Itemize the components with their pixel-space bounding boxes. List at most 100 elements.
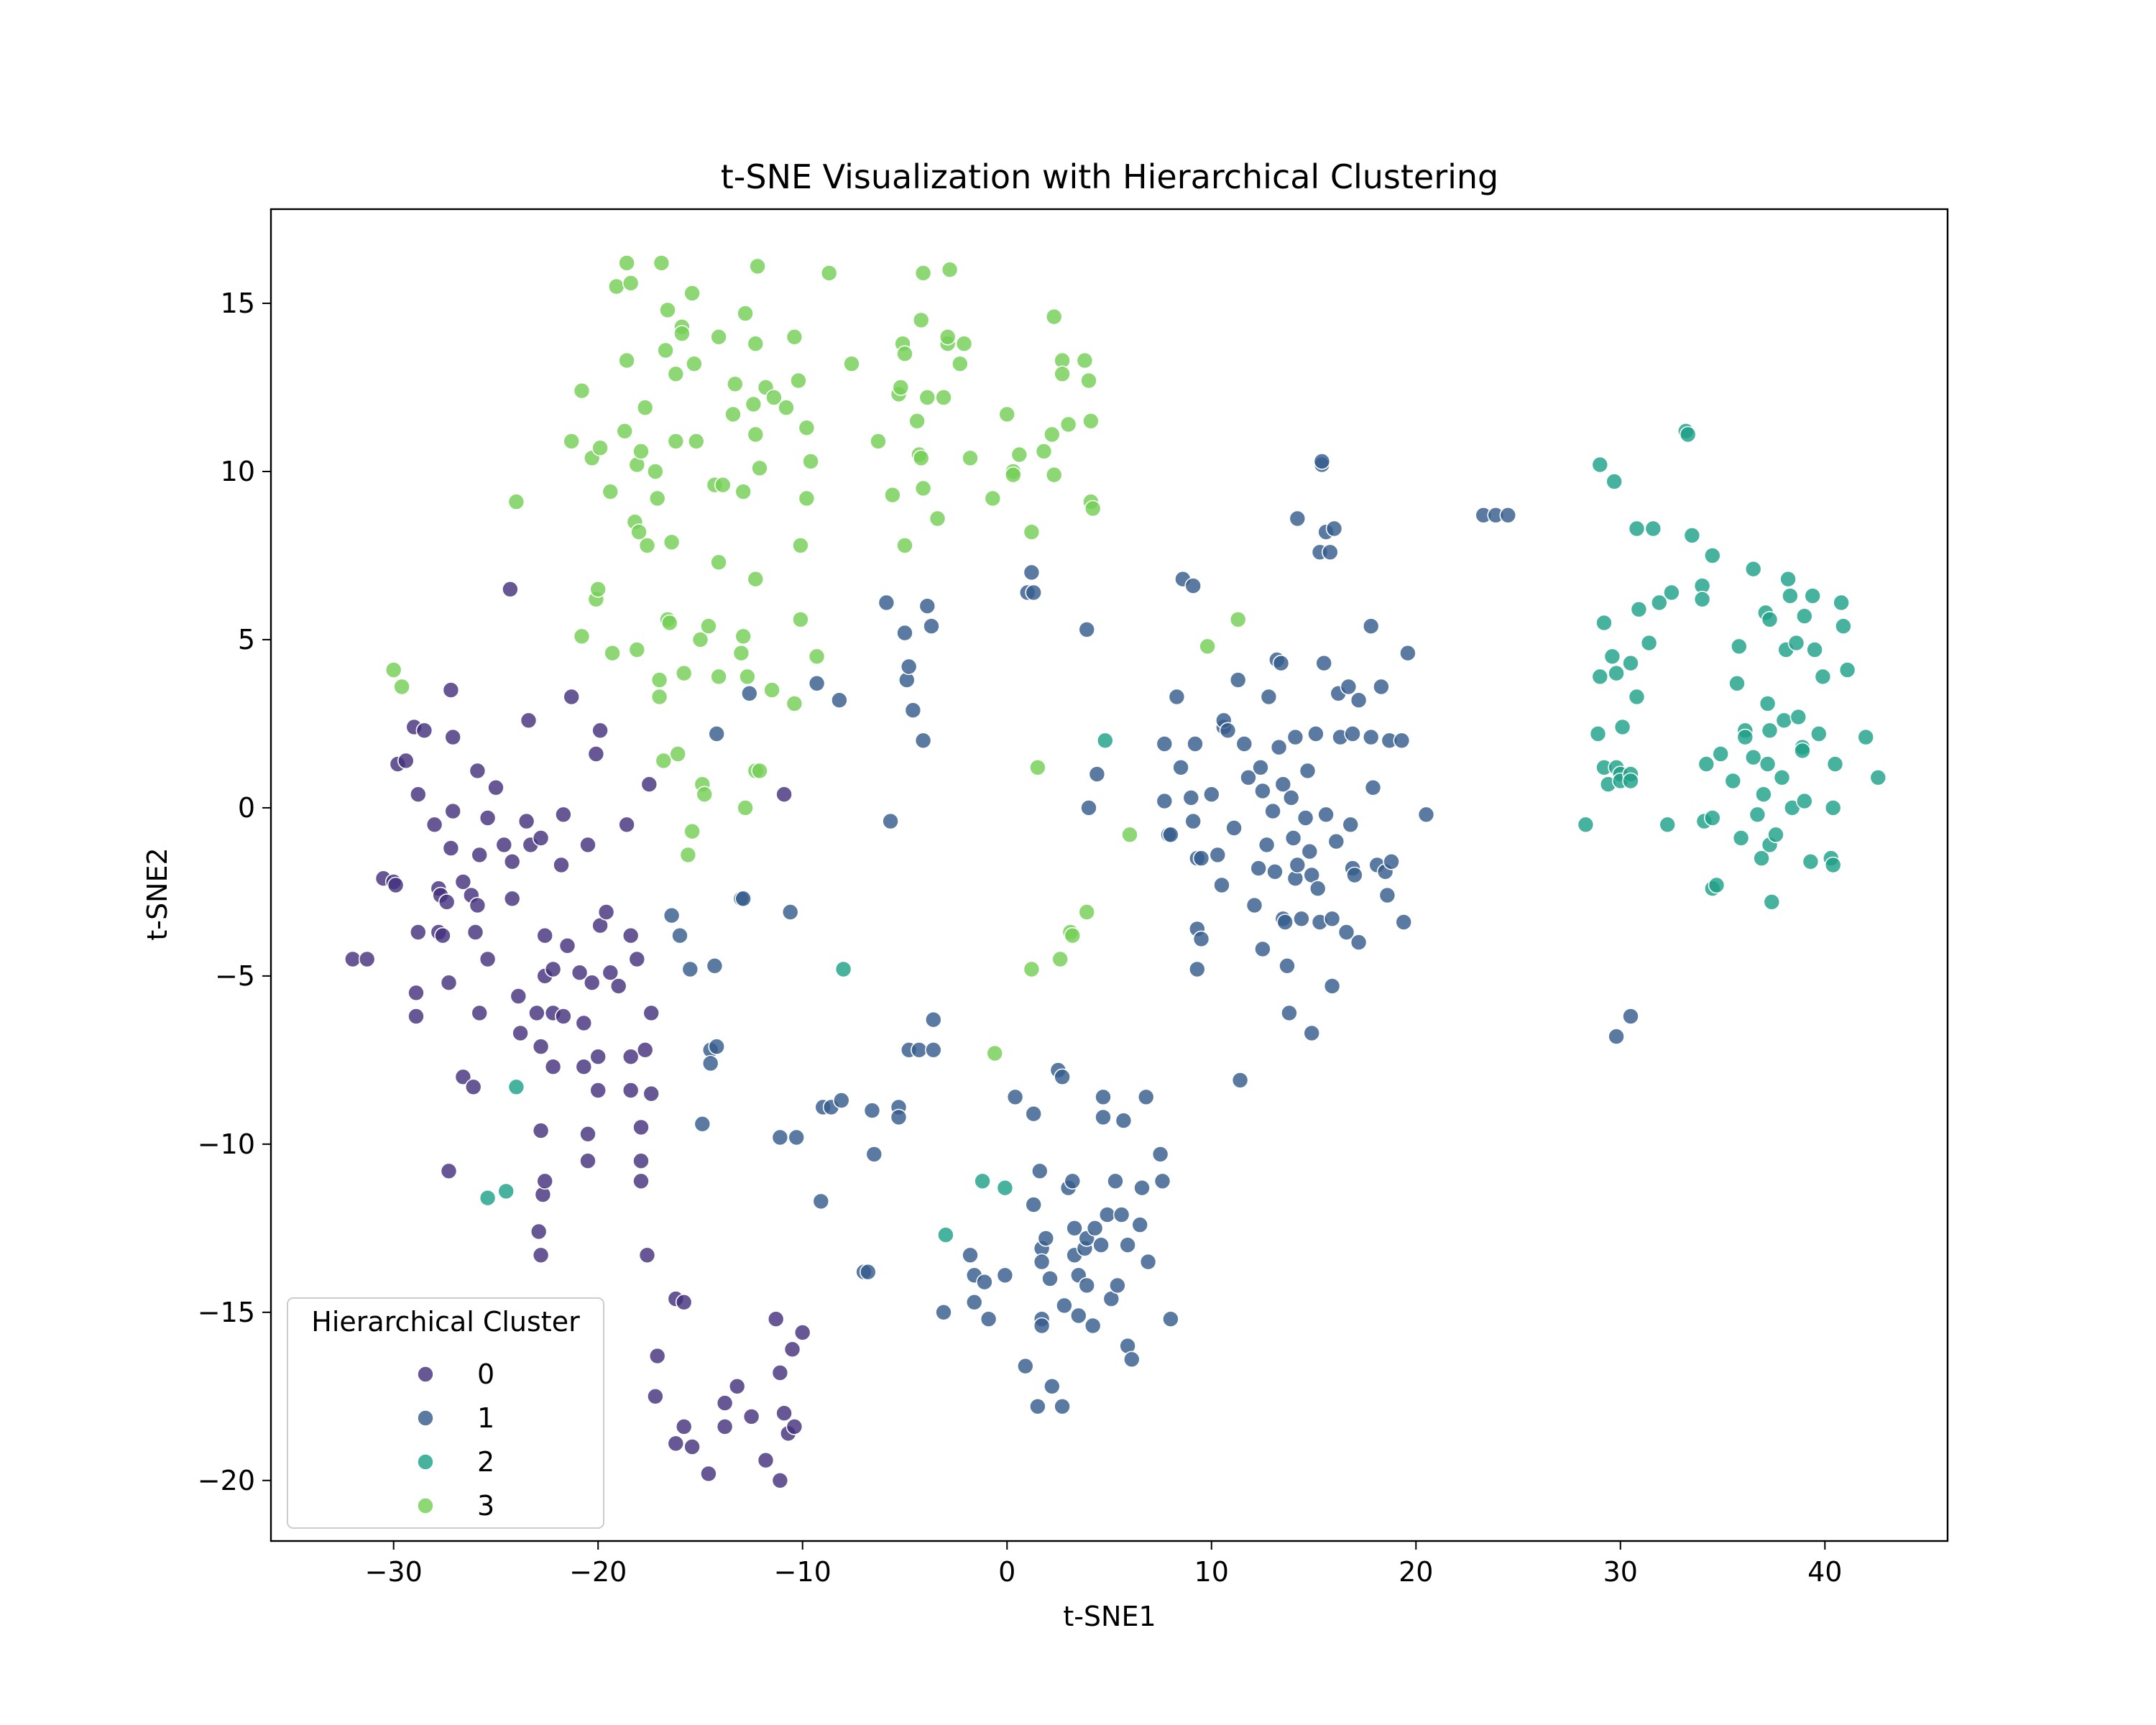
point-cluster-3 bbox=[700, 617, 717, 635]
point-cluster-1 bbox=[1107, 1172, 1124, 1190]
point-cluster-1 bbox=[1156, 792, 1174, 810]
point-cluster-0 bbox=[503, 890, 521, 908]
point-cluster-3 bbox=[1029, 759, 1046, 776]
point-cluster-0 bbox=[775, 786, 793, 803]
point-cluster-1 bbox=[1254, 782, 1271, 800]
point-cluster-1 bbox=[1250, 860, 1267, 877]
point-cluster-3 bbox=[908, 412, 926, 430]
point-cluster-3 bbox=[962, 449, 979, 467]
point-cluster-2 bbox=[1826, 755, 1844, 773]
point-cluster-2 bbox=[1663, 584, 1680, 602]
point-cluster-3 bbox=[724, 405, 742, 423]
point-cluster-2 bbox=[1779, 570, 1797, 588]
point-cluster-3 bbox=[986, 1044, 1003, 1062]
point-cluster-0 bbox=[786, 1418, 803, 1435]
legend-title: Hierarchical Cluster bbox=[311, 1306, 580, 1338]
point-cluster-2 bbox=[1591, 668, 1609, 686]
point-cluster-1 bbox=[1342, 816, 1359, 834]
point-cluster-3 bbox=[1054, 365, 1071, 383]
point-cluster-2 bbox=[1824, 856, 1842, 874]
point-cluster-1 bbox=[1289, 510, 1307, 528]
point-cluster-0 bbox=[640, 776, 658, 793]
point-cluster-1 bbox=[1323, 978, 1341, 995]
y-tick-label: 5 bbox=[238, 624, 255, 656]
point-cluster-3 bbox=[659, 301, 676, 319]
point-cluster-2 bbox=[1595, 614, 1613, 632]
point-cluster-3 bbox=[843, 355, 860, 373]
point-cluster-3 bbox=[636, 399, 654, 416]
point-cluster-1 bbox=[1213, 876, 1230, 894]
point-cluster-2 bbox=[1782, 587, 1799, 604]
legend-marker-1 bbox=[417, 1409, 434, 1427]
x-tick-label: −30 bbox=[365, 1556, 423, 1588]
y-tick-label: −20 bbox=[198, 1465, 255, 1496]
point-cluster-0 bbox=[675, 1418, 693, 1435]
legend-label-2: 2 bbox=[477, 1446, 494, 1478]
point-cluster-1 bbox=[914, 732, 932, 750]
point-cluster-1 bbox=[1078, 621, 1095, 638]
point-cluster-1 bbox=[1006, 1088, 1024, 1106]
point-cluster-1 bbox=[1309, 880, 1327, 897]
point-cluster-0 bbox=[771, 1364, 789, 1381]
point-cluster-0 bbox=[503, 853, 521, 870]
point-cluster-1 bbox=[781, 903, 799, 921]
point-cluster-3 bbox=[941, 261, 959, 279]
point-cluster-3 bbox=[710, 328, 727, 346]
point-cluster-2 bbox=[479, 1189, 497, 1207]
point-cluster-3 bbox=[657, 341, 674, 359]
point-cluster-1 bbox=[1109, 1276, 1126, 1294]
y-tick-label: 15 bbox=[221, 288, 255, 319]
point-cluster-1 bbox=[1344, 725, 1361, 742]
point-cluster-1 bbox=[1115, 1112, 1133, 1129]
point-cluster-0 bbox=[575, 1058, 593, 1075]
point-cluster-1 bbox=[1025, 1105, 1042, 1123]
point-cluster-3 bbox=[984, 489, 1002, 507]
point-cluster-3 bbox=[663, 533, 681, 551]
point-cluster-0 bbox=[783, 1340, 801, 1358]
point-cluster-3 bbox=[914, 264, 932, 282]
point-cluster-3 bbox=[648, 489, 666, 507]
point-cluster-2 bbox=[497, 1182, 515, 1200]
point-cluster-0 bbox=[767, 1310, 785, 1328]
point-cluster-2 bbox=[1787, 634, 1805, 652]
point-cluster-3 bbox=[1045, 466, 1063, 484]
point-cluster-1 bbox=[1037, 1230, 1055, 1247]
y-tick-label: −15 bbox=[198, 1297, 255, 1328]
point-cluster-0 bbox=[471, 1004, 489, 1022]
point-cluster-3 bbox=[589, 580, 607, 598]
x-tick-label: 40 bbox=[1807, 1556, 1842, 1588]
point-cluster-1 bbox=[918, 597, 936, 615]
point-cluster-1 bbox=[1054, 1068, 1071, 1086]
point-cluster-0 bbox=[415, 722, 433, 740]
point-cluster-1 bbox=[1064, 1172, 1082, 1190]
point-cluster-0 bbox=[532, 829, 550, 847]
point-cluster-3 bbox=[737, 799, 754, 816]
point-cluster-0 bbox=[530, 1223, 548, 1241]
point-cluster-0 bbox=[771, 1472, 789, 1489]
point-cluster-3 bbox=[607, 277, 625, 295]
point-cluster-1 bbox=[1272, 654, 1290, 672]
legend-label-3: 3 bbox=[477, 1490, 494, 1522]
point-cluster-1 bbox=[1123, 1351, 1141, 1368]
point-cluster-1 bbox=[1322, 543, 1339, 561]
point-cluster-1 bbox=[1270, 738, 1288, 756]
point-cluster-1 bbox=[1393, 732, 1411, 750]
point-cluster-2 bbox=[1869, 769, 1887, 786]
point-cluster-3 bbox=[726, 375, 744, 393]
point-cluster-0 bbox=[397, 752, 415, 770]
x-axis-label: t-SNE1 bbox=[1063, 1601, 1156, 1632]
point-cluster-0 bbox=[444, 728, 462, 746]
point-cluster-1 bbox=[1044, 1378, 1061, 1395]
point-cluster-2 bbox=[1613, 718, 1631, 736]
point-cluster-2 bbox=[1628, 520, 1646, 538]
point-cluster-3 bbox=[884, 486, 901, 504]
point-cluster-1 bbox=[1168, 688, 1186, 706]
point-cluster-2 bbox=[1759, 695, 1777, 712]
point-cluster-2 bbox=[1789, 708, 1807, 726]
point-cluster-1 bbox=[1264, 802, 1281, 820]
point-cluster-0 bbox=[544, 960, 562, 978]
point-cluster-1 bbox=[734, 890, 752, 908]
point-cluster-1 bbox=[1362, 617, 1380, 635]
point-cluster-1 bbox=[1383, 853, 1400, 870]
